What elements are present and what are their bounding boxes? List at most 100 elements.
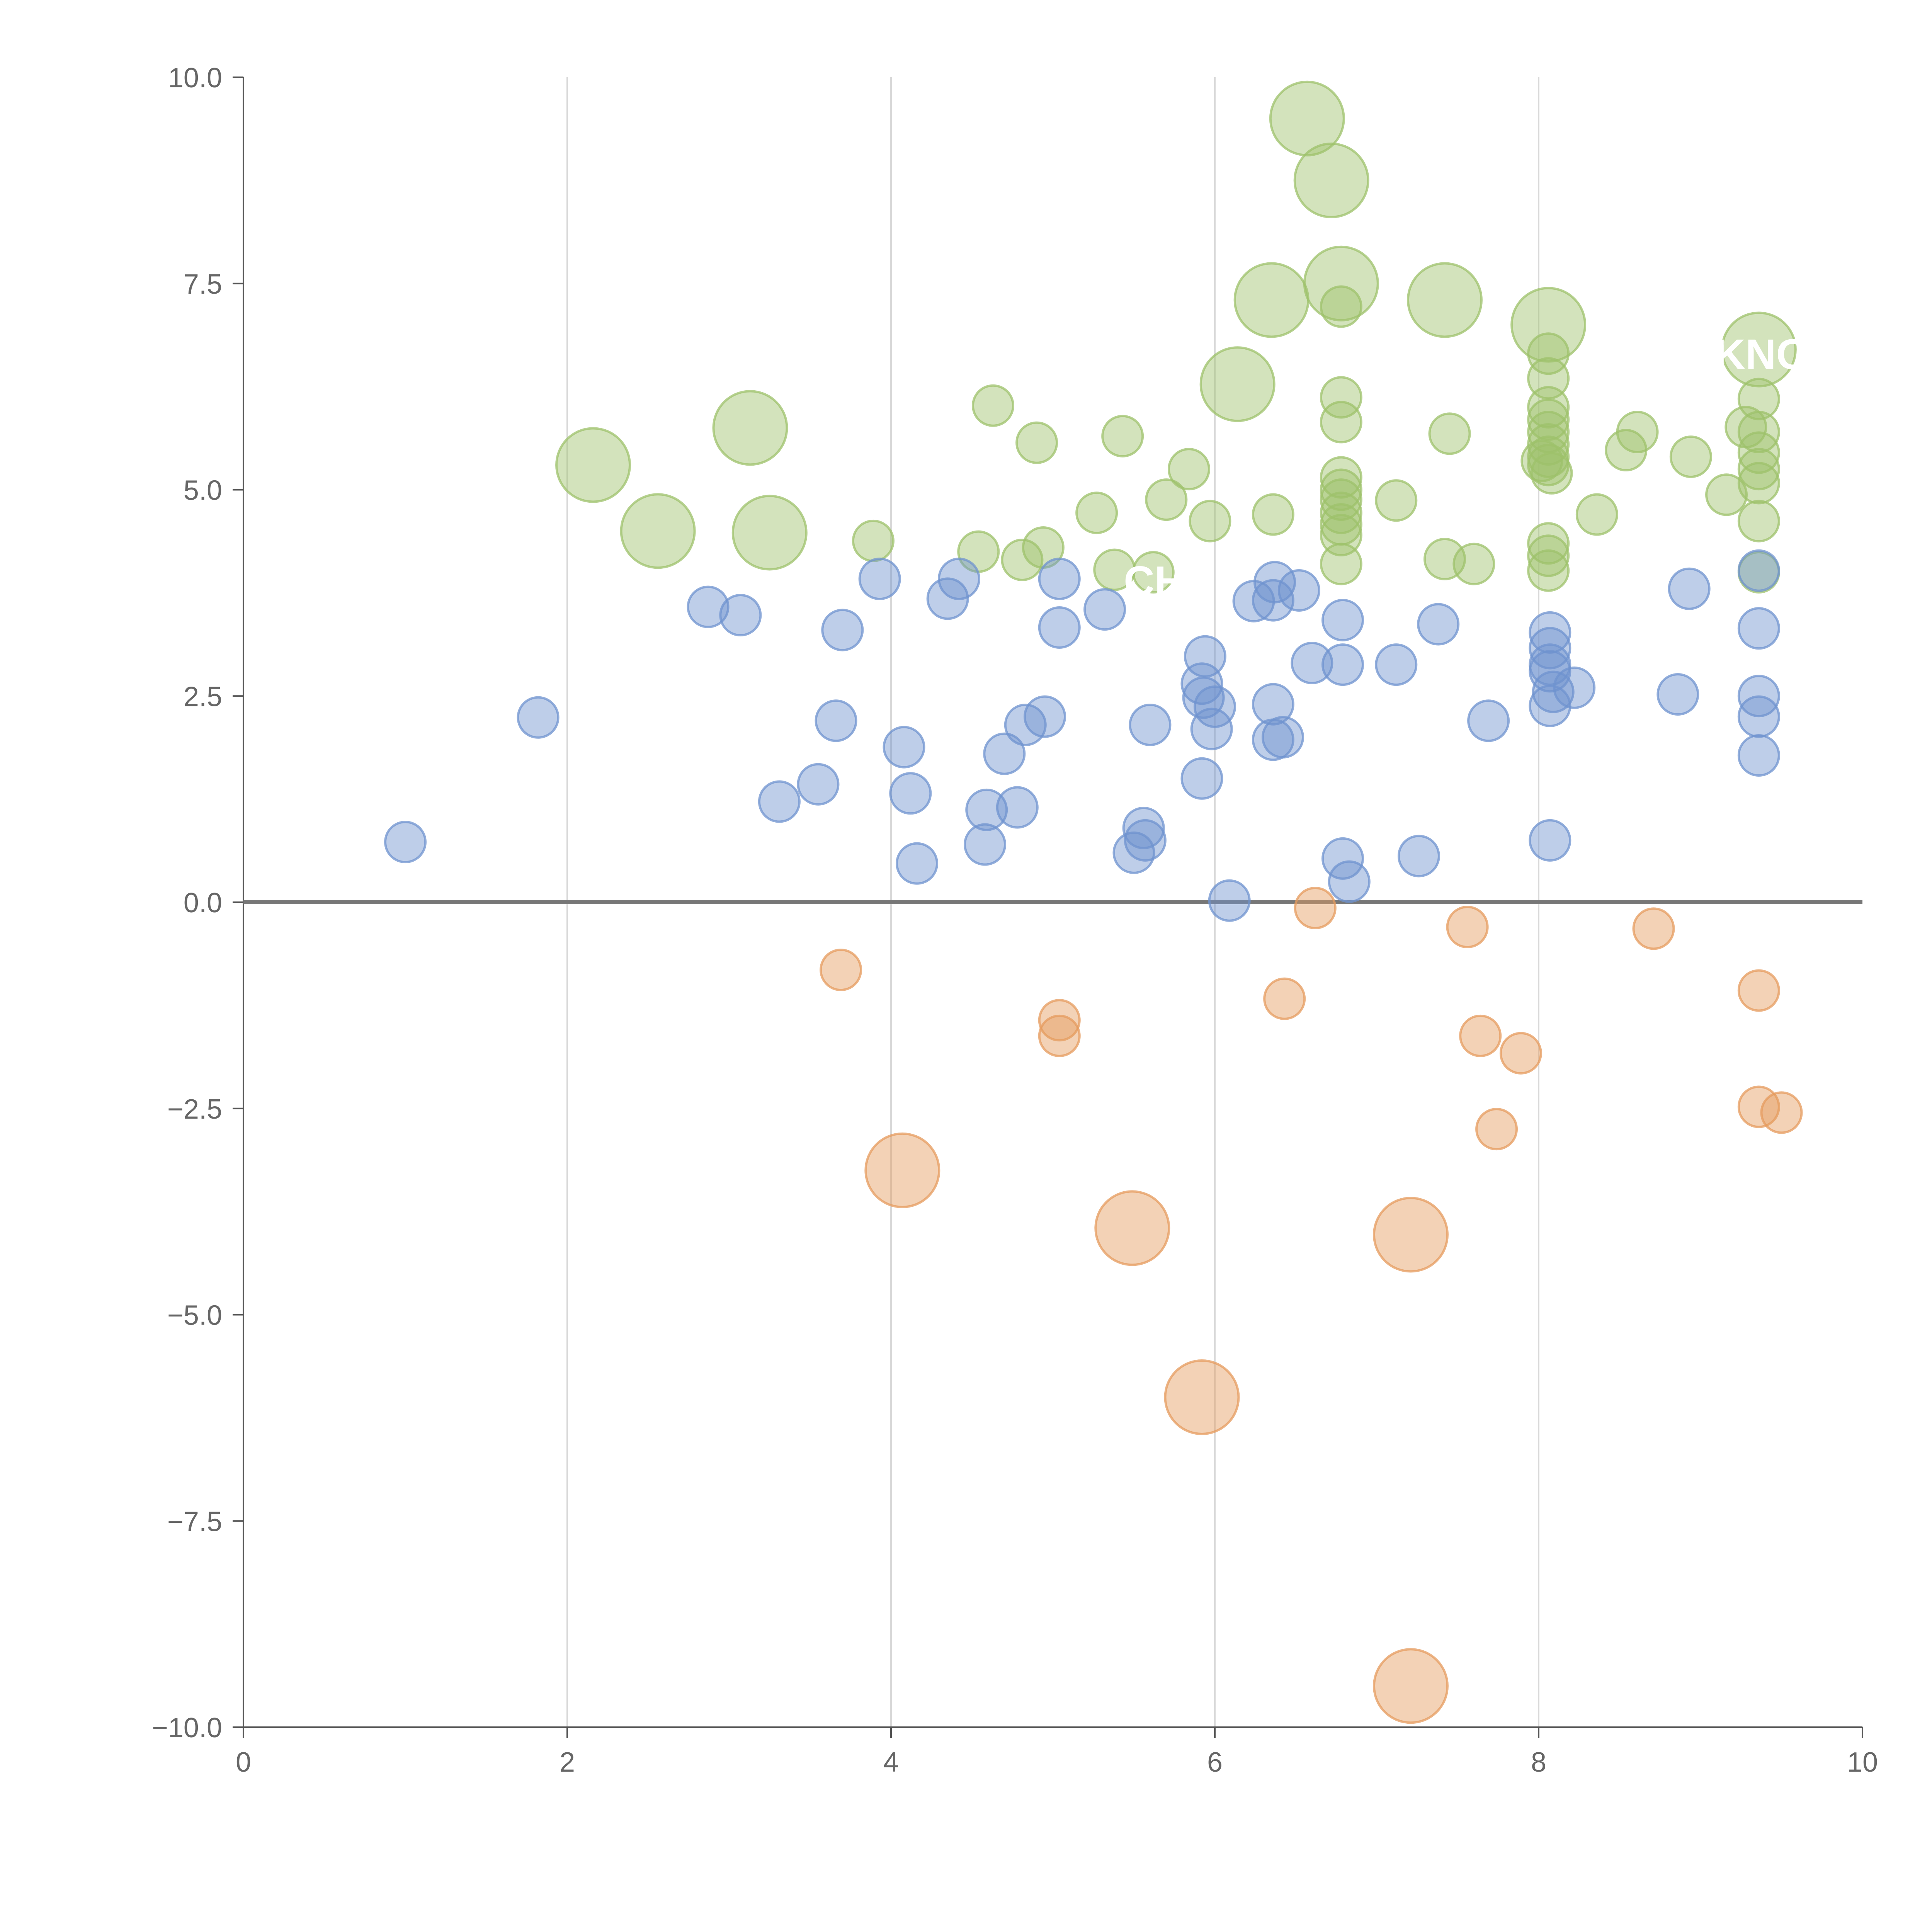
data-point-positive-low [1129,703,1172,746]
data-point-negative [1499,1032,1542,1075]
data-point-positive-low [983,732,1026,775]
data-point-positive-low [758,780,801,823]
data-point-positive-high [1575,493,1618,536]
data-point-positive-low [965,788,1008,831]
data-point-negative [1737,969,1780,1012]
data-point-positive-low [815,699,857,742]
data-point-positive-low [1180,757,1223,800]
data-point-positive-high [1132,551,1175,594]
x-tick-label: 8 [1531,1747,1546,1778]
data-point-negative [1038,1014,1081,1057]
y-tick-label: −7.5 [167,1506,222,1537]
data-point-positive-high [1375,479,1418,522]
y-tick-label: −5.0 [167,1300,222,1331]
data-point-positive-low [1737,549,1780,592]
data-point-positive-high [1530,452,1573,495]
data-point-positive-low [1737,695,1780,738]
data-point-positive-low [1417,603,1460,646]
y-tick-label: −2.5 [167,1094,222,1125]
data-point-negative [1372,1197,1449,1273]
data-point-positive-low [1328,860,1371,903]
data-point-positive-low [1668,567,1711,610]
data-point-positive-low [1553,666,1596,709]
data-point-positive-low [1375,643,1418,686]
data-point-positive-low [896,842,939,885]
data-point-positive-high [555,427,631,503]
data-point-positive-high [731,495,808,571]
data-point-negative [1164,1359,1240,1435]
data-point-positive-high [1320,514,1362,556]
data-point-positive-low [821,609,864,651]
data-point-positive-low [517,696,560,739]
data-point-positive-high [1527,549,1570,592]
data-point-positive-low [1277,569,1320,612]
data-point-negative [1094,1190,1170,1266]
data-point-positive-high [1320,376,1362,419]
data-point-negative [1475,1108,1518,1151]
data-point-positive-high [1737,448,1780,491]
data-point-positive-low [1194,685,1236,728]
data-point-positive-low [964,823,1007,866]
data-point-positive-low [687,585,730,628]
data-point-positive-high [1737,431,1780,474]
data-point-positive-low [1529,627,1571,670]
data-point-positive-high [1527,398,1570,441]
data-point-positive-low [1467,699,1510,742]
x-tick-label: 2 [560,1747,575,1778]
data-point-positive-low [996,786,1039,829]
data-point-positive-high [1269,80,1345,156]
data-point-positive-high [1721,311,1797,388]
axis-layer: 0 2 4 6 8 10 10.0 7.5 5.0 2.5 0.0 −2.5 −5.0 −7.5 −10.0 [152,63,1878,1778]
data-point-positive-low [889,772,932,815]
data-point-positive-high [1167,448,1210,491]
data-point-positive-high [1527,386,1570,429]
data-point-positive-high [1320,285,1362,328]
data-point-positive-high [852,519,895,562]
data-point-positive-high [1189,500,1231,543]
data-point-positive-low [858,558,901,600]
data-point-positive-low [1190,707,1233,750]
data-point-positive-high [1320,478,1362,521]
data-point-positive-high [1527,534,1570,577]
data-point-negative [1263,977,1306,1020]
data-point-positive-high [1527,332,1570,375]
data-point-positive-high [1252,493,1294,536]
data-point-positive-high [1428,412,1471,455]
data-point-positive-high [1320,468,1362,511]
data-point-positive-low [719,594,762,637]
data-point-positive-low [1253,561,1296,604]
data-point-positive-low [926,577,969,620]
data-point-positive-low [1038,606,1081,649]
y-tick-label: −10.0 [152,1713,222,1743]
data-point-positive-high [1737,462,1780,505]
data-point-positive-high [1015,421,1058,464]
data-point-positive-high [1145,478,1188,521]
data-point-negative [1459,1014,1502,1057]
y-tick-label: 10.0 [168,63,222,94]
data-point-positive-high [1320,543,1362,585]
data-point-positive-low [1252,579,1294,622]
data-point-positive-low [1529,684,1571,727]
data-point-positive-low [1180,662,1223,705]
data-point-positive-low [1321,643,1364,686]
data-point-positive-low [883,726,925,769]
data-point-positive-low [937,558,980,600]
labels-layer: KNO CH [1124,331,1809,605]
data-point-positive-high [1669,435,1712,478]
data-point-positive-high [1093,548,1136,591]
data-point-positive-low [1112,831,1155,874]
x-tick-label: 0 [236,1747,251,1778]
data-point-positive-high [1320,401,1362,444]
data-point-positive-high [1616,411,1659,454]
data-point-positive-high [971,384,1014,427]
x-tick-label: 10 [1847,1747,1878,1778]
data-point-positive-low [1261,716,1304,759]
data-point-positive-high [1001,538,1044,581]
data-point-positive-low [1291,641,1333,684]
data-point-positive-high [1101,415,1144,457]
data-point-negative [1760,1091,1803,1134]
data-point-positive-low [1529,611,1571,654]
x-tick-label: 4 [883,1747,899,1778]
data-point-positive-high [1705,473,1748,516]
